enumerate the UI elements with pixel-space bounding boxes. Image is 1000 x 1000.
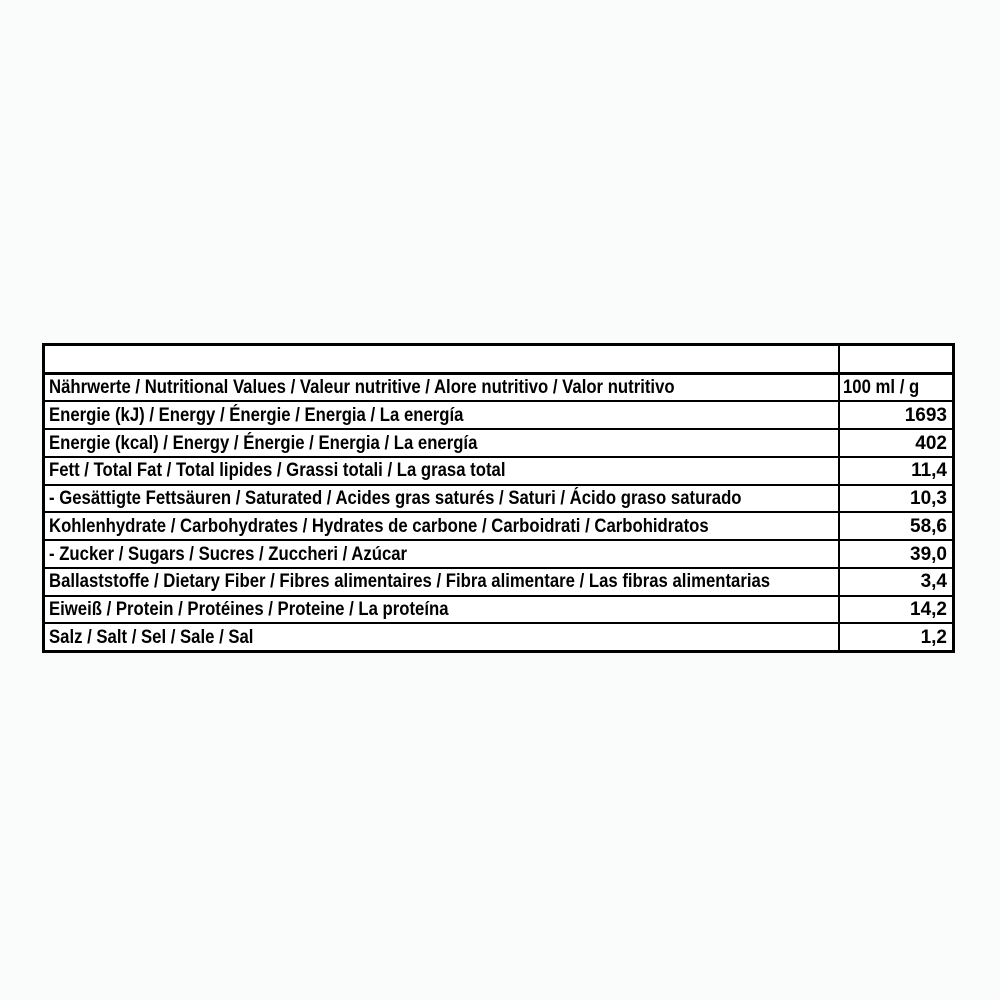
table-row-fat: Fett / Total Fat / Total lipides / Grass… — [45, 455, 952, 484]
row-label: Energie (kJ) / Energy / Énergie / Energi… — [49, 404, 464, 426]
row-label: Ballaststoffe / Dietary Fiber / Fibres a… — [49, 571, 771, 593]
row-label: Energie (kcal) / Energy / Énergie / Ener… — [49, 432, 478, 454]
row-label: Kohlenhydrate / Carbohydrates / Hydrates… — [49, 515, 709, 537]
header-label: Nährwerte / Nutritional Values / Valeur … — [49, 377, 675, 399]
table-row-sugars: - Zucker / Sugars / Sucres / Zuccheri / … — [45, 539, 952, 567]
table-row-carbohydrates: Kohlenhydrate / Carbohydrates / Hydrates… — [45, 511, 952, 540]
row-value: 58,6 — [910, 515, 947, 537]
nutrition-table: Nährwerte / Nutritional Values / Valeur … — [42, 343, 955, 653]
row-label: - Gesättigte Fettsäuren / Saturated / Ac… — [49, 488, 742, 510]
row-label: Fett / Total Fat / Total lipides / Grass… — [49, 460, 506, 482]
blank-value-cell — [840, 346, 952, 372]
table-row-fiber: Ballaststoffe / Dietary Fiber / Fibres a… — [45, 566, 952, 595]
row-value: 39,0 — [910, 543, 947, 565]
row-value: 1693 — [904, 404, 947, 426]
table-row-protein: Eiweiß / Protein / Protéines / Proteine … — [45, 594, 952, 623]
row-value: 1,2 — [920, 626, 947, 648]
table-row-energy-kcal: Energie (kcal) / Energy / Énergie / Ener… — [45, 428, 952, 456]
row-value: 402 — [915, 432, 947, 454]
row-label: - Zucker / Sugars / Sucres / Zuccheri / … — [49, 543, 408, 565]
header-label-cell: Nährwerte / Nutritional Values / Valeur … — [45, 374, 840, 401]
row-label: Salz / Salt / Sel / Sale / Sal — [49, 626, 254, 648]
row-label: Eiweiß / Protein / Protéines / Proteine … — [49, 598, 449, 620]
table-header-row: Nährwerte / Nutritional Values / Valeur … — [45, 371, 952, 401]
table-row-energy-kj: Energie (kJ) / Energy / Énergie / Energi… — [45, 400, 952, 429]
row-value: 3,4 — [920, 571, 947, 593]
table-row-saturated-fat: - Gesättigte Fettsäuren / Saturated / Ac… — [45, 483, 952, 512]
row-value: 14,2 — [910, 598, 947, 620]
blank-label-cell — [45, 346, 840, 372]
table-row-salt: Salz / Salt / Sel / Sale / Sal 1,2 — [45, 622, 952, 651]
unit-header-cell: 100 ml / g — [840, 375, 952, 401]
row-value: 11,4 — [911, 460, 947, 482]
unit-header-label: 100 ml / g — [843, 377, 920, 399]
row-value: 10,3 — [910, 488, 947, 510]
table-row-blank — [45, 346, 952, 372]
